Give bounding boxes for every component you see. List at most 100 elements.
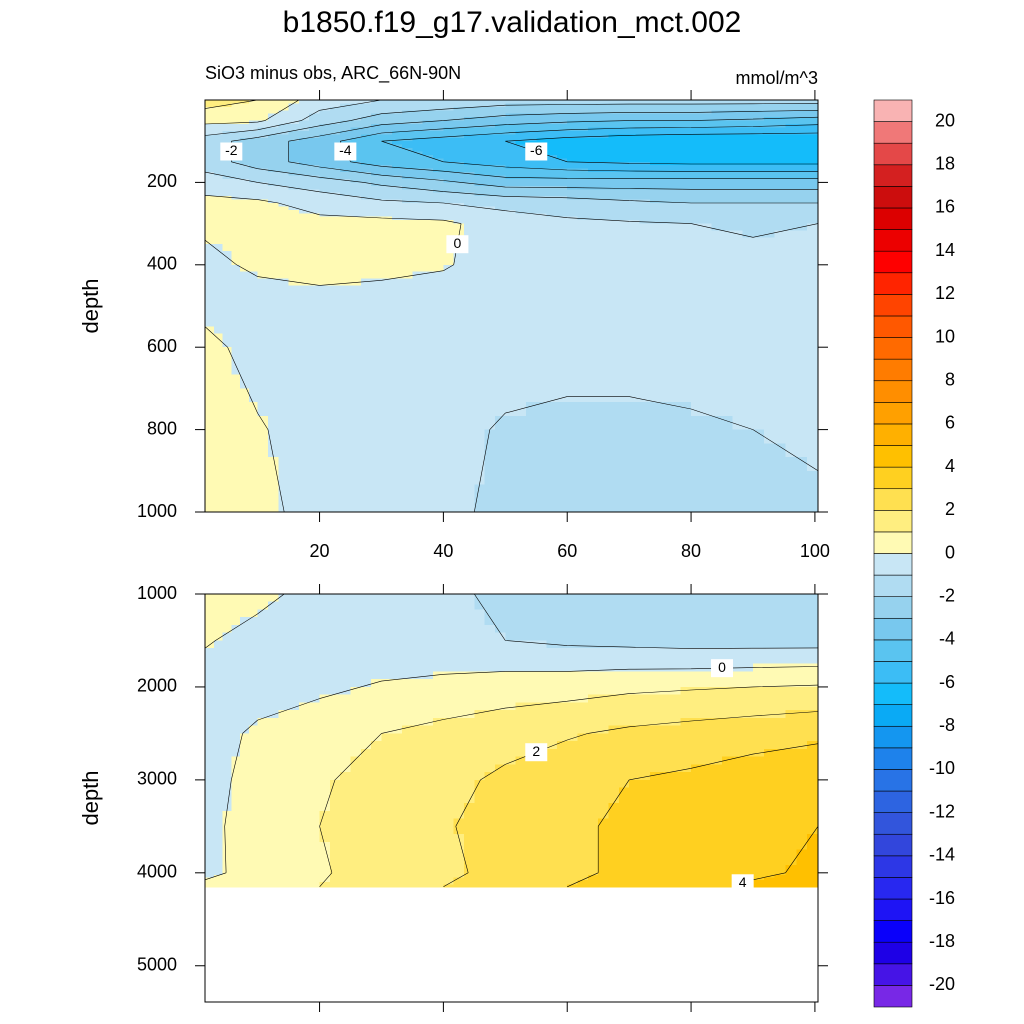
contour-cell bbox=[391, 172, 403, 177]
contour-cell bbox=[222, 429, 232, 444]
contour-cell bbox=[231, 306, 241, 314]
contour-cell bbox=[515, 374, 527, 389]
contour-cell bbox=[722, 165, 733, 170]
contour-cell bbox=[660, 230, 672, 238]
contour-cell bbox=[422, 189, 434, 194]
contour-cell bbox=[629, 237, 641, 245]
contour-cell bbox=[711, 113, 723, 118]
contour-cell bbox=[248, 632, 259, 642]
contour-cell bbox=[381, 340, 393, 348]
contour-cell bbox=[412, 220, 424, 225]
contour-cell bbox=[340, 113, 352, 118]
contour-cell bbox=[536, 127, 548, 132]
contour-cell bbox=[670, 679, 682, 688]
contour-cell bbox=[774, 230, 787, 238]
contour-cell bbox=[629, 203, 641, 208]
contour-cell bbox=[350, 213, 362, 218]
contour-cell bbox=[267, 347, 279, 362]
contour-cell bbox=[536, 655, 548, 665]
contour-cell bbox=[670, 609, 682, 618]
contour-cell bbox=[381, 679, 393, 688]
contour-cell bbox=[752, 175, 765, 180]
contour-cell bbox=[222, 388, 232, 403]
contour-cell bbox=[319, 710, 331, 719]
contour-cell bbox=[680, 457, 692, 472]
contour-cell bbox=[319, 103, 331, 108]
contour-cell bbox=[732, 679, 744, 688]
contour-cell bbox=[309, 130, 321, 135]
contour-cell bbox=[587, 141, 599, 146]
contour-cell bbox=[240, 185, 250, 190]
contour-cell bbox=[340, 117, 352, 122]
contour-cell bbox=[484, 710, 496, 719]
contour-cell bbox=[205, 124, 215, 129]
contour-cell bbox=[525, 220, 537, 225]
contour-cell bbox=[732, 594, 744, 603]
contour-cell bbox=[796, 251, 808, 259]
contour-cell bbox=[515, 237, 527, 245]
contour-cell bbox=[752, 312, 765, 321]
contour-cell bbox=[231, 117, 241, 122]
contour-cell bbox=[288, 161, 300, 166]
contour-cell bbox=[691, 402, 702, 417]
contour-cell bbox=[629, 285, 641, 293]
contour-cell bbox=[608, 144, 620, 149]
contour-cell bbox=[752, 158, 765, 163]
contour-cell bbox=[785, 601, 797, 611]
contour-cell bbox=[796, 443, 808, 458]
contour-cell bbox=[807, 360, 819, 376]
contour-cell bbox=[309, 117, 321, 122]
contour-cell bbox=[309, 632, 321, 642]
contour-cell bbox=[649, 223, 661, 232]
contour-cell bbox=[763, 655, 776, 665]
contour-cell bbox=[536, 624, 548, 634]
contour-cell bbox=[732, 209, 744, 214]
contour-cell bbox=[443, 206, 455, 211]
contour-cell bbox=[680, 609, 692, 618]
contour-cell bbox=[453, 278, 465, 286]
contour-cell bbox=[670, 117, 682, 122]
contour-cell bbox=[329, 484, 341, 499]
contour-cell bbox=[391, 415, 403, 431]
contour-cell bbox=[807, 182, 819, 187]
contour-cell bbox=[608, 113, 620, 118]
contour-cell bbox=[701, 154, 713, 159]
contour-cell bbox=[660, 124, 672, 129]
contour-cell bbox=[525, 127, 537, 132]
contour-cell bbox=[639, 199, 651, 204]
contour-cell bbox=[494, 230, 506, 238]
contour-cell bbox=[763, 601, 776, 611]
contour-cell bbox=[556, 299, 568, 307]
contour-cell bbox=[774, 189, 787, 194]
contour-label: 0 bbox=[453, 235, 461, 251]
contour-cell bbox=[391, 671, 403, 680]
contour-cell bbox=[231, 185, 241, 190]
contour-cell bbox=[505, 679, 517, 688]
contour-cell bbox=[608, 429, 620, 444]
contour-cell bbox=[680, 663, 692, 673]
contour-cell bbox=[222, 178, 232, 183]
contour-cell bbox=[774, 679, 787, 688]
contour-cell bbox=[402, 178, 414, 183]
contour-cell bbox=[267, 624, 279, 634]
contour-cell bbox=[598, 151, 610, 156]
contour-cell bbox=[381, 663, 393, 673]
contour-cell bbox=[484, 601, 496, 611]
contour-cell bbox=[213, 113, 224, 118]
contour-cell bbox=[298, 185, 310, 190]
contour-cell bbox=[680, 470, 692, 486]
contour-cell bbox=[763, 148, 776, 153]
contour-cell bbox=[711, 124, 723, 129]
contour-cell bbox=[391, 113, 403, 118]
contour-cell bbox=[680, 312, 692, 321]
contour-cell bbox=[680, 223, 692, 232]
contour-cell bbox=[577, 134, 589, 139]
contour-cell bbox=[515, 663, 527, 673]
contour-cell bbox=[494, 148, 506, 153]
contour-cell bbox=[785, 137, 797, 142]
contour-cell bbox=[546, 148, 558, 153]
contour-cell bbox=[412, 120, 424, 125]
contour-cell bbox=[722, 154, 733, 159]
contour-cell bbox=[484, 278, 496, 286]
contour-cell bbox=[412, 172, 424, 177]
